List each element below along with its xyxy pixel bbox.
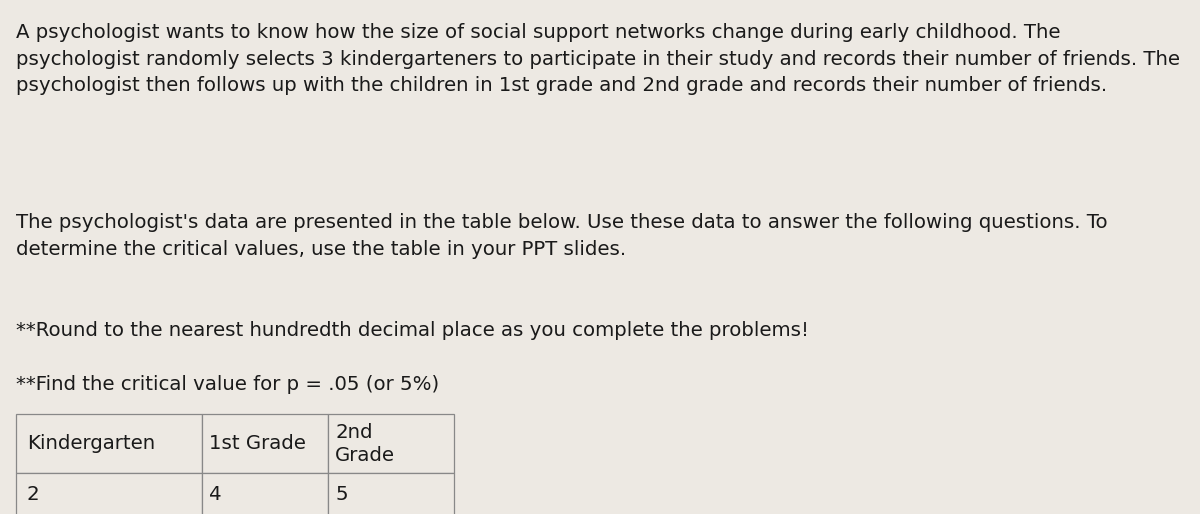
Text: **Round to the nearest hundredth decimal place as you complete the problems!: **Round to the nearest hundredth decimal… xyxy=(16,321,809,340)
Text: 5: 5 xyxy=(335,485,348,504)
Text: 2nd
Grade: 2nd Grade xyxy=(335,423,395,465)
Bar xyxy=(202,414,328,473)
Text: Kindergarten: Kindergarten xyxy=(26,434,155,453)
Text: A psychologist wants to know how the size of social support networks change duri: A psychologist wants to know how the siz… xyxy=(16,23,1180,95)
Text: The psychologist's data are presented in the table below. Use these data to answ: The psychologist's data are presented in… xyxy=(16,213,1108,259)
Bar xyxy=(16,414,202,473)
Bar xyxy=(202,473,328,514)
Bar xyxy=(328,473,454,514)
Bar xyxy=(328,414,454,473)
Text: 1st Grade: 1st Grade xyxy=(209,434,306,453)
Text: 2: 2 xyxy=(26,485,40,504)
Text: 4: 4 xyxy=(209,485,222,504)
Text: **Find the critical value for p = .05 (or 5%): **Find the critical value for p = .05 (o… xyxy=(16,375,439,394)
Bar xyxy=(16,473,202,514)
